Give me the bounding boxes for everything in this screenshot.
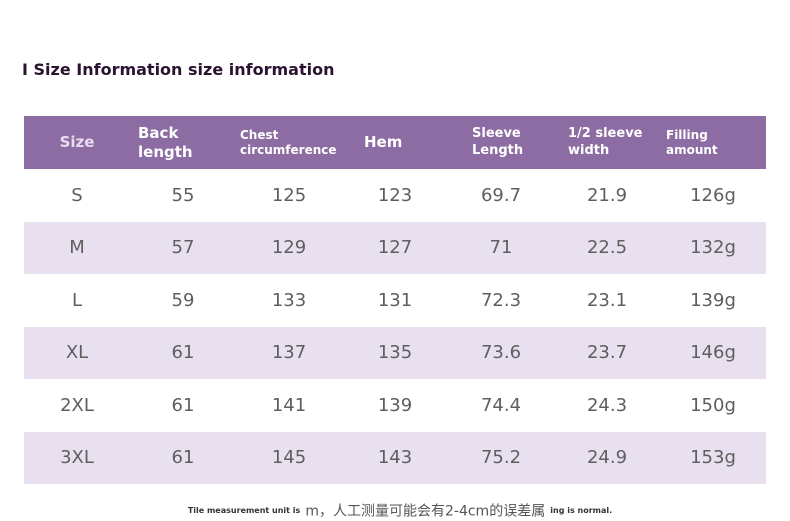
table-row: 2XL 61 141 139 74.4 24.3 150g [24, 379, 766, 432]
header-size: Size [24, 116, 130, 169]
cell-filling-amount: 146g [660, 326, 766, 379]
cell-hem: 135 [342, 326, 448, 379]
measurement-footnote: Tile measurement unit is m，人工测量可能会有2-4cm… [0, 500, 790, 521]
header-sleeve-length: Sleeve Length [448, 116, 554, 169]
cell-filling-amount: 153g [660, 431, 766, 484]
cell-half-sleeve-width: 23.7 [554, 326, 660, 379]
cell-chest: 141 [236, 379, 342, 432]
cell-sleeve-length: 72.3 [448, 274, 554, 327]
cell-filling-amount: 150g [660, 379, 766, 432]
page-title: I Size Information size information [22, 60, 335, 79]
cell-back-length: 57 [130, 221, 236, 274]
cell-sleeve-length: 71 [448, 221, 554, 274]
size-table: Size Back length Chest circumference Hem… [24, 116, 766, 484]
cell-back-length: 55 [130, 169, 236, 222]
table-row: S 55 125 123 69.7 21.9 126g [24, 169, 766, 222]
cell-size: 3XL [24, 431, 130, 484]
cell-size: L [24, 274, 130, 327]
cell-half-sleeve-width: 24.9 [554, 431, 660, 484]
header-chest-circumference: Chest circumference [236, 116, 342, 169]
cell-filling-amount: 126g [660, 169, 766, 222]
cell-chest: 137 [236, 326, 342, 379]
header-half-sleeve-width: 1/2 sleeve width [554, 116, 660, 169]
cell-back-length: 59 [130, 274, 236, 327]
footnote-left: Tile measurement unit is [187, 506, 301, 515]
cell-half-sleeve-width: 24.3 [554, 379, 660, 432]
header-hem: Hem [342, 116, 448, 169]
cell-half-sleeve-width: 22.5 [554, 221, 660, 274]
cell-filling-amount: 132g [660, 221, 766, 274]
cell-size: 2XL [24, 379, 130, 432]
cell-sleeve-length: 74.4 [448, 379, 554, 432]
footnote-right: ing is normal. [550, 506, 613, 515]
cell-back-length: 61 [130, 431, 236, 484]
cell-sleeve-length: 75.2 [448, 431, 554, 484]
cell-size: S [24, 169, 130, 222]
header-filling-amount: Filling amount [660, 116, 766, 169]
cell-sleeve-length: 69.7 [448, 169, 554, 222]
table-row: XL 61 137 135 73.6 23.7 146g [24, 326, 766, 379]
cell-hem: 131 [342, 274, 448, 327]
cell-hem: 127 [342, 221, 448, 274]
table-row: M 57 129 127 71 22.5 132g [24, 221, 766, 274]
cell-hem: 123 [342, 169, 448, 222]
cell-back-length: 61 [130, 379, 236, 432]
cell-sleeve-length: 73.6 [448, 326, 554, 379]
table-row: L 59 133 131 72.3 23.1 139g [24, 274, 766, 327]
cell-hem: 143 [342, 431, 448, 484]
footnote-middle: m，人工测量可能会有2-4cm的误差属 [305, 503, 546, 520]
cell-half-sleeve-width: 21.9 [554, 169, 660, 222]
cell-size: M [24, 221, 130, 274]
table-header-row: Size Back length Chest circumference Hem… [24, 116, 766, 169]
cell-filling-amount: 139g [660, 274, 766, 327]
cell-back-length: 61 [130, 326, 236, 379]
cell-size: XL [24, 326, 130, 379]
table-row: 3XL 61 145 143 75.2 24.9 153g [24, 431, 766, 484]
cell-chest: 133 [236, 274, 342, 327]
cell-half-sleeve-width: 23.1 [554, 274, 660, 327]
cell-hem: 139 [342, 379, 448, 432]
header-back-length: Back length [130, 116, 236, 169]
cell-chest: 145 [236, 431, 342, 484]
cell-chest: 129 [236, 221, 342, 274]
cell-chest: 125 [236, 169, 342, 222]
